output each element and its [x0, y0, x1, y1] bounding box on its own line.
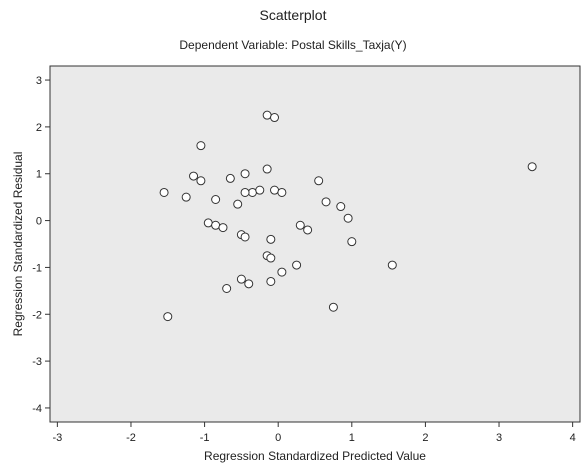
x-axis-label: Regression Standardized Predicted Value: [204, 449, 426, 463]
scatter-point: [196, 141, 206, 151]
scatter-point: [328, 302, 338, 312]
scatter-point: [196, 176, 206, 186]
scatter-point: [303, 225, 313, 235]
scatter-point: [236, 274, 246, 284]
x-tick-label: 4: [570, 432, 576, 444]
scatter-point: [347, 237, 357, 247]
scatter-point: [218, 223, 228, 233]
scatter-point: [163, 312, 173, 322]
scatter-point: [343, 213, 353, 223]
scatter-point: [314, 176, 324, 186]
scatter-point: [270, 185, 280, 195]
scatter-point: [159, 187, 169, 197]
scatter-point: [211, 220, 221, 230]
y-axis: -4 -3 -2 -1 0 1 2 3: [32, 75, 50, 415]
scatter-point: [181, 192, 191, 202]
scatter-point: [225, 173, 235, 183]
y-tick-label: 0: [36, 216, 42, 228]
scatter-point: [266, 276, 276, 286]
y-axis-label: Regression Standardized Residual: [11, 152, 25, 337]
x-tick-label: -1: [200, 432, 210, 444]
x-tick-label: 3: [496, 432, 502, 444]
scatter-point: [222, 284, 232, 293]
scatter-point: [295, 220, 305, 230]
scatter-point: [266, 234, 276, 244]
scatter-point: [292, 260, 302, 270]
y-tick-label: 3: [36, 75, 42, 87]
x-tick-label: -3: [52, 432, 62, 444]
scatter-point: [262, 110, 272, 120]
x-tick-label: 0: [275, 432, 281, 444]
scatter-point: [321, 197, 331, 207]
scatter-point: [211, 195, 221, 204]
scatter-point: [336, 202, 346, 212]
y-tick-label: 2: [36, 122, 42, 134]
scatter-point: [262, 164, 272, 174]
scatter-point: [240, 187, 250, 197]
scatter-point: [277, 267, 287, 277]
scatter-point: [247, 187, 257, 197]
plot-area: [49, 65, 581, 423]
y-tick-label: -2: [32, 309, 42, 321]
scatter-point: [240, 169, 250, 179]
scatter-point: [266, 253, 276, 263]
x-axis: -3 -2 -1 0 1 2 3 4: [52, 422, 576, 444]
y-tick-label: -1: [32, 262, 42, 274]
chart-title: Scatterplot: [260, 7, 327, 23]
scatter-point: [387, 260, 397, 270]
scatter-point: [270, 113, 280, 123]
x-tick-label: 1: [349, 432, 355, 444]
chart-subtitle: Dependent Variable: Postal Skills_Taxja(…: [179, 38, 406, 52]
x-tick-label: -2: [126, 432, 136, 444]
scatter-point: [255, 185, 265, 195]
scatter-point: [189, 171, 199, 181]
scatter-points: [159, 110, 537, 322]
scatter-point: [233, 199, 243, 209]
scatter-point: [244, 279, 254, 289]
scatter-point: [203, 218, 213, 228]
scatter-point: [527, 162, 537, 172]
x-tick-label: 2: [422, 432, 428, 444]
y-tick-label: -3: [32, 356, 42, 368]
scatter-point: [240, 232, 250, 242]
y-tick-label: 1: [36, 169, 42, 181]
y-tick-label: -4: [32, 403, 42, 415]
scatter-point: [277, 187, 287, 197]
